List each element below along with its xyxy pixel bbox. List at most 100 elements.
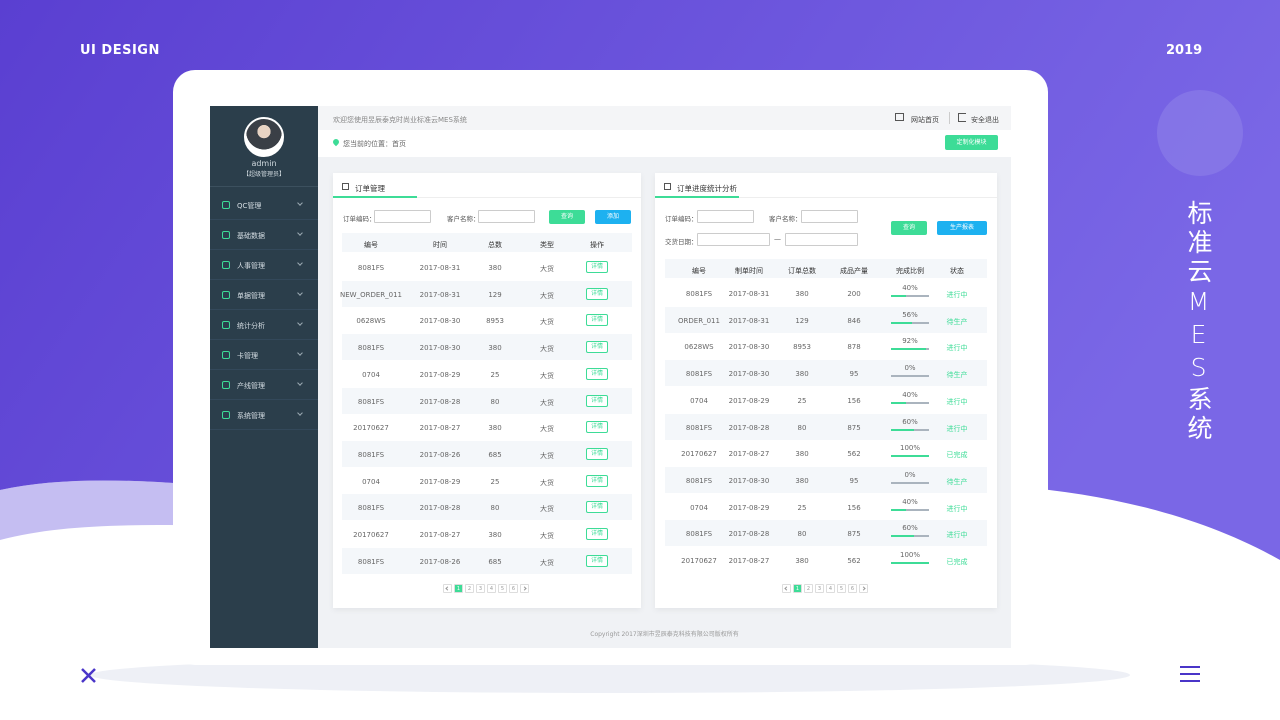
menu-item[interactable] (210, 371, 318, 400)
column-header: 完成比例 (896, 267, 924, 275)
button[interactable]: 生产报表 (937, 221, 987, 235)
page-button[interactable] (782, 584, 791, 593)
menu-item[interactable] (210, 191, 318, 220)
page-button[interactable] (443, 584, 452, 593)
page-button[interactable] (859, 584, 868, 593)
sidebar (210, 106, 318, 648)
cell: 2017-08-27 (728, 450, 770, 459)
cell: 0628WS (684, 343, 714, 352)
panel-icon (664, 183, 671, 190)
menu-icon (222, 231, 230, 239)
panel-tab-active (333, 196, 417, 198)
detail-button[interactable]: 详情 (586, 367, 608, 380)
menu-item[interactable] (210, 221, 318, 250)
cell: NEW_ORDER_011 (340, 290, 402, 299)
button[interactable]: 添加 (595, 210, 631, 224)
input[interactable] (801, 210, 858, 223)
filter-label: 订单编码： (343, 215, 376, 223)
cell: 875 (847, 423, 861, 432)
menu-item[interactable] (210, 311, 318, 340)
cell: 846 (847, 316, 861, 325)
input[interactable] (697, 233, 770, 246)
button[interactable]: 查询 (891, 221, 927, 235)
detail-button[interactable]: 详情 (586, 554, 608, 567)
progress-label: 0% (904, 470, 916, 479)
detail-button[interactable]: 详情 (586, 501, 608, 514)
input[interactable] (697, 210, 754, 223)
cell: 8081FS (357, 264, 385, 272)
cell: 95 (849, 476, 859, 485)
sep (949, 112, 950, 124)
cell: 8953 (486, 317, 504, 326)
cell: 大货 (540, 265, 554, 273)
page-button[interactable]: 3 (815, 584, 824, 593)
page-button[interactable]: 1 (793, 584, 802, 593)
progress-fill (891, 455, 929, 458)
detail-button[interactable]: 详情 (586, 474, 608, 487)
page-button[interactable]: 4 (826, 584, 835, 593)
progress-fill (891, 535, 914, 538)
cell: 20170627 (681, 450, 717, 459)
cell: 2017-08-27 (419, 531, 461, 539)
page-button[interactable]: 1 (454, 584, 463, 593)
row-stripe (342, 547, 632, 574)
table-head (342, 233, 632, 252)
page-button[interactable]: 5 (498, 584, 507, 593)
detail-button[interactable]: 详情 (586, 287, 608, 300)
menu-item[interactable] (210, 251, 318, 280)
menu-item[interactable] (210, 341, 318, 370)
page-button[interactable]: 5 (837, 584, 846, 593)
status: 待生产 (946, 477, 968, 486)
page-button[interactable]: 4 (487, 584, 496, 593)
page-button[interactable]: 6 (848, 584, 857, 593)
breadcrumb-bar (318, 130, 1011, 157)
cell: 大货 (540, 398, 554, 407)
column-header: 编号 (364, 241, 378, 249)
menu-label: QC管理 (237, 202, 262, 210)
welcome: 欢迎您使用昱辰泰克时尚业标准云MES系统 (333, 116, 467, 124)
detail-button[interactable]: 详情 (586, 421, 608, 434)
detail-button[interactable]: 详情 (586, 447, 608, 460)
cell: 156 (847, 396, 861, 405)
cell: 25 (490, 370, 500, 379)
page-button[interactable] (520, 584, 529, 593)
progress-fill (891, 295, 907, 297)
footer: Copyright 2017深圳市昱辰泰克科技有限公司版权所有 (590, 631, 739, 638)
home-link[interactable]: 网站首页 (911, 116, 939, 124)
page-button[interactable]: 2 (804, 584, 813, 593)
progress-label: 60% (902, 524, 918, 533)
detail-button[interactable]: 详情 (586, 261, 608, 273)
input[interactable] (374, 210, 431, 223)
cell: 380 (488, 424, 502, 433)
menu-icon (222, 411, 230, 419)
cell: 380 (488, 531, 502, 539)
menu-label: 人事管理 (237, 262, 265, 270)
page-button[interactable]: 6 (509, 584, 518, 593)
cell: 8081FS (357, 504, 385, 513)
logout-link[interactable]: 安全退出 (971, 116, 999, 124)
cell: 2017-08-29 (419, 477, 461, 486)
menu-item[interactable] (210, 401, 318, 430)
cell: 80 (490, 397, 500, 406)
page-button[interactable]: 3 (476, 584, 485, 593)
cell: 2017-08-31 (728, 316, 770, 325)
page-button[interactable]: 2 (465, 584, 474, 593)
menu-icon (222, 321, 230, 329)
menu-item[interactable] (210, 281, 318, 310)
input[interactable] (785, 233, 858, 246)
progress-track (891, 295, 929, 297)
cell: 2017-08-30 (728, 370, 770, 379)
cell: 2017-08-28 (728, 423, 770, 432)
detail-button[interactable]: 详情 (586, 394, 608, 407)
cell: 2017-08-29 (728, 503, 770, 512)
detail-button[interactable]: 详情 (586, 341, 608, 354)
detail-button[interactable]: 详情 (586, 314, 608, 327)
cell: 25 (797, 503, 807, 512)
cell: 878 (847, 343, 861, 352)
input[interactable] (478, 210, 535, 223)
detail-button[interactable]: 详情 (586, 528, 608, 540)
button[interactable]: 查询 (549, 210, 585, 224)
cell: 129 (488, 290, 502, 299)
custom-button[interactable]: 定制化模块 (945, 135, 998, 150)
